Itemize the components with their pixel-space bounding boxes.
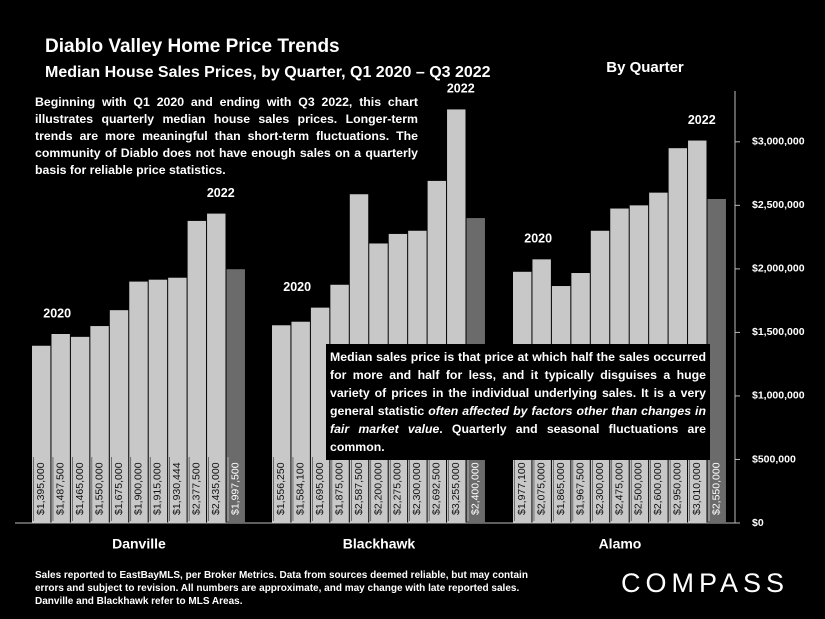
value-label: $1,900,000 <box>132 462 144 515</box>
bar <box>51 334 70 523</box>
tag: By Quarter <box>606 59 684 76</box>
year-label: 2022 <box>447 82 475 96</box>
value-label: $1,967,500 <box>574 462 586 515</box>
value-label: $2,300,000 <box>594 462 606 515</box>
value-label: $1,675,000 <box>113 462 125 515</box>
value-label: $2,587,500 <box>353 462 365 515</box>
value-label: $1,865,000 <box>555 462 567 515</box>
brand: COMPASS <box>621 568 789 598</box>
group-label: Danville <box>112 536 166 552</box>
y-tick-label: $2,000,000 <box>752 263 805 275</box>
bar <box>148 279 168 523</box>
bar <box>70 336 90 523</box>
value-label: $1,875,000 <box>333 462 345 515</box>
description: Beginning with Q1 2020 and ending with Q… <box>35 95 418 177</box>
footer: Sales reported to EastBayMLS, per Broker… <box>35 570 528 607</box>
bar <box>168 277 187 523</box>
chart-subtitle: Median House Sales Prices, by Quarter, Q… <box>45 64 491 81</box>
year-label: 2020 <box>524 232 552 246</box>
value-label: $1,556,250 <box>275 462 287 515</box>
value-label: $2,600,000 <box>652 462 664 515</box>
note-emphasis: often affected by factors other than cha… <box>330 404 706 436</box>
value-label: $1,977,100 <box>516 462 528 515</box>
year-label: 2020 <box>43 306 71 320</box>
bar <box>310 307 330 523</box>
bar <box>90 326 109 523</box>
value-label: $1,930,444 <box>171 462 183 515</box>
value-label: $2,435,000 <box>210 462 222 515</box>
value-label: $3,010,000 <box>691 462 703 515</box>
bar <box>207 213 226 524</box>
value-label: $2,500,000 <box>633 462 645 515</box>
value-label: $1,550,000 <box>93 462 105 515</box>
year-label: 2020 <box>283 280 311 294</box>
value-label: $1,695,000 <box>314 462 326 515</box>
value-label: $2,950,000 <box>672 462 684 515</box>
value-label: $1,395,000 <box>35 462 47 515</box>
bar <box>226 269 245 523</box>
group-label: Alamo <box>599 536 642 552</box>
note-text: Median sales price is that price at whic… <box>330 350 706 418</box>
bar <box>291 321 310 523</box>
value-label: $1,584,100 <box>294 462 306 515</box>
value-label: $2,475,000 <box>613 462 625 515</box>
bar <box>707 199 726 523</box>
bar <box>272 325 291 523</box>
y-tick-label: $2,500,000 <box>752 199 805 211</box>
year-label: 2022 <box>688 113 716 127</box>
group-label: Blackhawk <box>343 536 416 552</box>
note-text: . Quarterly and seasonal fluctuations ar… <box>330 422 706 454</box>
value-label: $1,997,500 <box>230 462 242 515</box>
value-label: $2,400,000 <box>470 462 482 515</box>
value-label: $1,487,500 <box>54 462 66 515</box>
bar <box>32 345 51 523</box>
value-label: $2,300,000 <box>411 462 423 515</box>
y-tick-label: $3,000,000 <box>752 136 805 148</box>
year-label: 2022 <box>207 186 235 200</box>
value-label: $3,255,000 <box>450 462 462 515</box>
value-label: $2,377,500 <box>191 462 203 515</box>
bar <box>447 109 466 524</box>
y-tick-label: $500,000 <box>752 453 796 465</box>
note: Median sales price is that price at whic… <box>326 344 710 460</box>
y-tick-label: $1,000,000 <box>752 390 805 402</box>
bar <box>109 310 129 523</box>
value-label: $2,550,000 <box>711 462 723 515</box>
value-label: $1,915,000 <box>152 462 164 515</box>
chart-title: Diablo Valley Home Price Trends <box>45 36 340 57</box>
value-label: $2,075,000 <box>535 462 547 515</box>
y-tick-label: $0 <box>752 517 764 529</box>
value-label: $1,465,000 <box>74 462 86 515</box>
value-label: $2,692,500 <box>431 462 443 515</box>
value-label: $2,200,000 <box>372 462 384 515</box>
value-label: $2,275,000 <box>392 462 404 515</box>
bar <box>129 281 148 523</box>
y-tick-label: $1,500,000 <box>752 326 805 338</box>
bar <box>187 220 207 523</box>
